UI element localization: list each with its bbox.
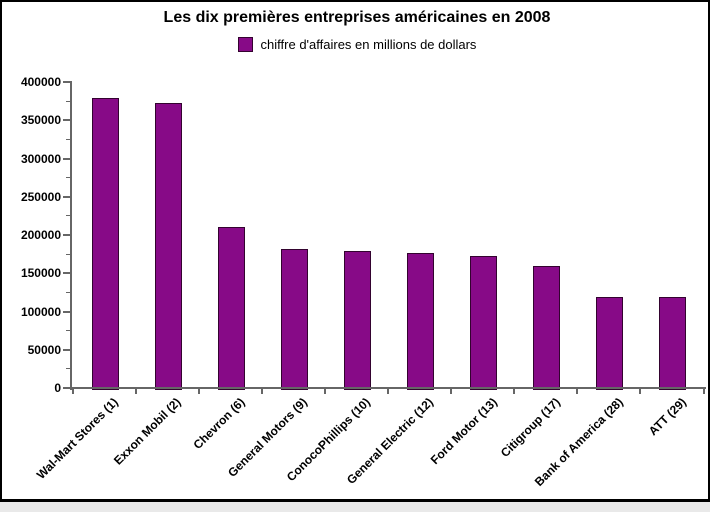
- y-axis-label: 100000: [20, 304, 61, 319]
- plot-area: 0 50000 100000 150000 200000 250000 300000 3500…: [2, 2, 710, 504]
- bar: [407, 253, 435, 390]
- x-axis-tick: [513, 388, 516, 394]
- y-axis-minor-tick: [66, 138, 71, 140]
- y-axis-tick: [63, 81, 71, 83]
- y-axis-minor-tick: [66, 100, 71, 102]
- legend-swatch-icon: [237, 37, 253, 52]
- y-axis-minor-tick: [66, 330, 71, 332]
- x-axis-tick: [702, 388, 705, 394]
- y-axis-tick: [63, 119, 71, 122]
- bar: [343, 251, 371, 390]
- x-category-label-text: ATT (29): [645, 395, 689, 439]
- y-axis-label: 150000: [20, 266, 61, 281]
- y-axis: [70, 81, 72, 390]
- x-axis: [70, 387, 706, 389]
- bar: [533, 266, 561, 390]
- x-axis-tick: [134, 388, 137, 394]
- y-axis-tick: [63, 157, 71, 160]
- y-axis-label: 0: [54, 381, 61, 395]
- x-category-label-text: Exxon Mobil (2): [111, 395, 185, 468]
- bar: [154, 103, 182, 390]
- x-axis-tick: [71, 388, 74, 394]
- x-axis-tick: [450, 388, 453, 394]
- y-axis-tick: [63, 272, 71, 275]
- y-axis-label: 300000: [20, 151, 61, 166]
- x-category-label-text: Chevron (6): [190, 395, 248, 453]
- y-axis-tick: [63, 348, 71, 351]
- bar: [659, 297, 687, 390]
- y-axis-label: 350000: [20, 113, 61, 128]
- y-axis-label: 250000: [20, 189, 61, 204]
- x-axis-tick: [197, 388, 200, 394]
- bar: [470, 256, 498, 390]
- x-axis-tick: [323, 388, 326, 394]
- x-axis-tick: [639, 388, 642, 394]
- y-axis-minor-tick: [66, 253, 71, 255]
- x-axis-tick: [576, 388, 579, 394]
- y-axis-minor-tick: [66, 368, 71, 370]
- y-axis-tick: [63, 195, 71, 198]
- x-axis-tick: [260, 388, 263, 394]
- bar: [91, 98, 119, 390]
- bar: [280, 249, 308, 390]
- bar: [217, 227, 245, 390]
- y-axis-tick: [63, 234, 71, 236]
- y-axis-tick: [63, 387, 71, 389]
- x-category-label-text: Ford Motor (13): [427, 395, 500, 468]
- x-axis-tick: [387, 388, 389, 394]
- legend-label: chiffre d'affaires en millions de dollar…: [260, 37, 477, 52]
- chart-title: Les dix premières entreprises américaine…: [163, 9, 551, 26]
- x-category-label-text: Wal-Mart Stores (1): [34, 395, 121, 482]
- y-axis-minor-tick: [66, 177, 71, 179]
- y-axis-minor-tick: [66, 291, 71, 293]
- y-axis-label: 200000: [20, 228, 61, 242]
- y-axis-label: 50000: [27, 342, 61, 357]
- legend: chiffre d'affaires en millions de dollar…: [2, 37, 710, 52]
- x-category-label-text: Citigroup (17): [497, 395, 563, 461]
- y-axis-tick: [63, 310, 71, 313]
- y-axis-minor-tick: [66, 215, 71, 217]
- bar: [596, 297, 624, 390]
- y-axis-label: 400000: [20, 75, 61, 89]
